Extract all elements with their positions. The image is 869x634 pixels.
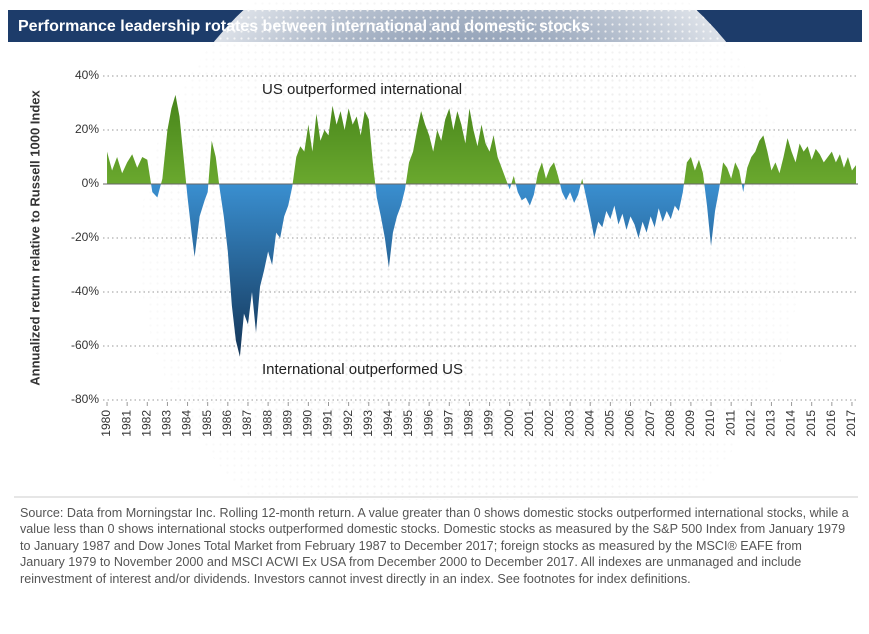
x-tick-label: 2005 xyxy=(603,410,617,437)
x-tick-label: 1997 xyxy=(441,410,455,437)
x-tick-label: 1996 xyxy=(421,410,435,437)
chart: Performance leadership rotates between i… xyxy=(8,0,862,580)
y-tick-label: 20% xyxy=(75,122,99,136)
y-tick-label: -60% xyxy=(71,338,99,352)
x-tick-label: 2009 xyxy=(683,410,697,437)
x-tick-label: 2001 xyxy=(522,410,536,437)
y-tick-label: -20% xyxy=(71,230,99,244)
x-tick-label: 1992 xyxy=(341,410,355,437)
x-tick-label: 2002 xyxy=(542,410,556,437)
x-tick-label: 2012 xyxy=(743,410,757,437)
x-tick-label: 2006 xyxy=(623,410,637,437)
x-tick-label: 1994 xyxy=(381,410,395,437)
x-tick-label: 1991 xyxy=(321,410,335,437)
x-tick-label: 2003 xyxy=(562,410,576,437)
x-tick-label: 2017 xyxy=(844,410,858,437)
x-tick-label: 1988 xyxy=(260,410,274,437)
x-tick-label: 1984 xyxy=(180,410,194,437)
x-tick-label: 1995 xyxy=(401,410,415,437)
x-tick-label: 2000 xyxy=(502,410,516,437)
x-tick-label: 1986 xyxy=(220,410,234,437)
x-tick-label: 1999 xyxy=(482,410,496,437)
source-note: Source: Data from Morningstar Inc. Rolli… xyxy=(20,506,849,586)
x-tick-label: 2016 xyxy=(824,410,838,437)
x-tick-label: 1981 xyxy=(119,410,133,437)
y-tick-label: 40% xyxy=(75,68,99,82)
x-tick-label: 1983 xyxy=(160,410,174,437)
y-tick-label: 0% xyxy=(82,176,100,190)
x-tick-label: 2004 xyxy=(582,410,596,437)
globe-fade xyxy=(140,0,800,580)
x-tick-label: 1985 xyxy=(200,410,214,437)
x-tick-label: 2013 xyxy=(764,410,778,437)
x-tick-label: 2014 xyxy=(784,410,798,437)
y-axis-label: Annualized return relative to Russell 10… xyxy=(27,89,42,385)
x-tick-label: 1987 xyxy=(240,410,254,437)
area xyxy=(107,94,856,357)
x-tick-label: 2011 xyxy=(723,410,737,436)
x-tick-label: 2015 xyxy=(804,410,818,437)
x-tick-label: 1998 xyxy=(462,410,476,437)
x-tick-label: 1989 xyxy=(280,410,294,437)
x-tick-label: 1993 xyxy=(361,410,375,437)
x-tick-label: 1982 xyxy=(139,410,153,437)
x-tick-label: 2007 xyxy=(643,410,657,437)
annotation: US outperformed international xyxy=(262,81,462,98)
x-tick-label: 2010 xyxy=(703,410,717,437)
y-tick-label: -80% xyxy=(71,392,99,406)
x-tick-label: 1980 xyxy=(99,410,113,437)
y-tick-label: -40% xyxy=(71,284,99,298)
x-tick-label: 2008 xyxy=(663,410,677,437)
x-tick-label: 1990 xyxy=(301,410,315,437)
annotation: International outperformed US xyxy=(262,361,463,378)
